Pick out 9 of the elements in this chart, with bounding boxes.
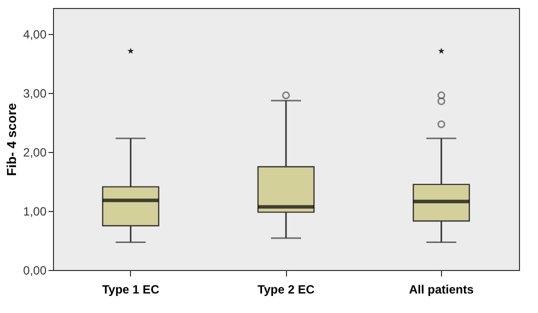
y-tick-label: 0,00: [23, 264, 47, 278]
y-tick-label: 4,00: [23, 27, 47, 42]
x-tick-label: Type 1 EC: [102, 282, 160, 296]
y-tick-label: 3,00: [23, 86, 47, 100]
x-tick-label: Type 2 EC: [257, 282, 315, 296]
x-tick-label: All patients: [408, 282, 474, 296]
y-tick-label: 1,00: [23, 204, 47, 218]
y-axis-title: Fib- 4 score: [4, 103, 20, 176]
y-tick-label: 2,00: [23, 145, 47, 160]
